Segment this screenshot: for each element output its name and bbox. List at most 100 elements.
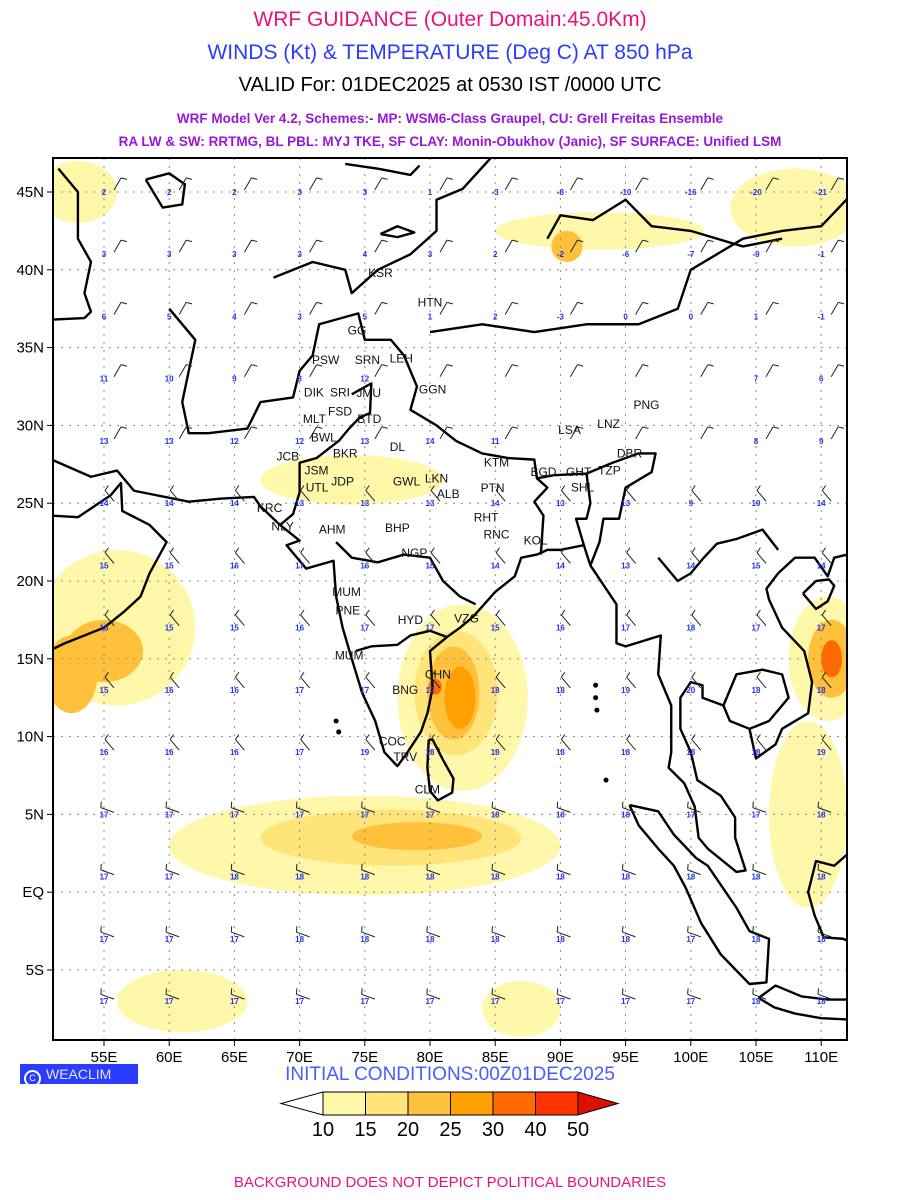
wind-barb [830, 177, 839, 191]
wind-area-south-ocean-west [117, 970, 248, 1033]
temperature-value: 12 [295, 437, 304, 446]
temperature-value: 18 [426, 935, 435, 944]
wind-barb [426, 807, 441, 813]
temperature-value: 1 [428, 188, 433, 197]
wind-barb [361, 993, 375, 1000]
station-label: BGD [530, 465, 556, 479]
wind-barb [491, 869, 506, 876]
wind-barb [569, 364, 578, 377]
temperature-value: 14 [556, 561, 565, 570]
temperature-value: 17 [426, 686, 435, 695]
colorbar-label: 50 [567, 1119, 589, 1141]
wind-barb-feather [626, 485, 631, 491]
wind-barb [365, 614, 376, 627]
latitude-axis: 45N 40N 35N 30N 25N 20N 15N 10N 5N EQ 5S [16, 184, 53, 979]
wind-barb [765, 177, 774, 191]
wind-barb-feather [495, 671, 501, 678]
wind-barb [243, 364, 252, 377]
wind-barb [361, 931, 375, 938]
temperature-value: 18 [817, 810, 826, 819]
lon-label: 85E [482, 1049, 509, 1066]
temperature-value: 13 [621, 561, 630, 570]
wind-barb-feather [365, 485, 370, 491]
temperature-value: 14 [230, 499, 239, 508]
coastline [355, 629, 448, 653]
logo-text: WEACLIM [46, 1066, 112, 1082]
station-label: PNG [633, 398, 659, 412]
temperature-value: 15 [230, 624, 239, 633]
temperature-value: 3 [428, 250, 433, 259]
temperature-value: 3 [232, 250, 237, 259]
temperature-value: 2 [493, 312, 498, 321]
station-label: VZG [454, 611, 479, 625]
temperature-value: 15 [165, 561, 174, 570]
temperature-value: 13 [165, 437, 174, 446]
wind-barb [756, 552, 767, 564]
wind-barb [830, 364, 839, 377]
station-label: GWL [393, 474, 421, 488]
temperature-value: 10 [165, 375, 174, 384]
coastline [657, 528, 780, 583]
wind-barb [169, 490, 180, 502]
wind-barb-feather [756, 609, 761, 616]
temperature-value: 18 [752, 997, 761, 1006]
temperature-value: 15 [752, 561, 761, 570]
wind-barb [296, 993, 310, 1000]
wind-barb-feather [707, 239, 714, 243]
temperature-value: 17 [621, 624, 630, 633]
wind-barb [100, 869, 115, 876]
temperature-value: 17 [295, 748, 304, 757]
wind-barb [504, 239, 513, 253]
station-label: MUM [332, 585, 361, 599]
temperature-value: 17 [100, 810, 109, 819]
island [594, 707, 600, 713]
wind-barb [561, 490, 571, 502]
wind-barb [569, 177, 578, 191]
wind-barb-feather [642, 426, 649, 429]
temperature-value: -10 [620, 188, 632, 197]
copyright-icon: C [24, 1070, 41, 1087]
wind-barb [626, 490, 636, 502]
temperature-value: 13 [295, 499, 304, 508]
wind-barb-feather [186, 364, 193, 367]
wind-barb-feather [838, 177, 845, 180]
wind-barb [113, 239, 122, 253]
wind-barb [169, 676, 180, 689]
wind-barb [361, 807, 375, 813]
station-label: MLT [303, 412, 327, 426]
map-frame [52, 157, 848, 1041]
wind-barb-feather [430, 671, 435, 678]
lat-label: 5S [26, 962, 44, 979]
wind-barb-feather [365, 609, 370, 616]
colorbar-label: 40 [524, 1119, 546, 1141]
wind-area-bay-of-bengal-25 [444, 666, 476, 729]
wind-barb [439, 302, 448, 315]
wind-barb [821, 676, 832, 689]
wind-barb-feather [821, 734, 827, 740]
wind-barb [830, 426, 839, 440]
wind-barb-feather [430, 485, 435, 491]
wind-barb-feather [300, 485, 305, 491]
coastline [806, 852, 847, 942]
coastline [53, 481, 168, 651]
temperature-value: 10 [752, 499, 761, 508]
lon-label: 110E [804, 1049, 838, 1066]
wind-barb-feather [560, 671, 566, 678]
wind-barb-feather [104, 547, 109, 553]
station-label: BWL [311, 431, 337, 445]
station-label: RNC [484, 527, 510, 541]
wind-barb-feather [316, 364, 323, 367]
temperature-value: -20 [750, 188, 762, 197]
lat-label: 40N [16, 262, 44, 279]
temperature-value: 18 [556, 873, 565, 882]
temperature-value: 16 [556, 624, 565, 633]
colorbar-label: 10 [312, 1119, 334, 1141]
wind-barb [300, 552, 310, 564]
wind-barb [504, 177, 513, 191]
temperature-value: 18 [491, 748, 500, 757]
station-label: LEH [390, 351, 413, 365]
wind-barb [691, 552, 702, 564]
temperature-value: 8 [754, 437, 759, 446]
temperature-value: 17 [230, 810, 239, 819]
wind-barb [100, 931, 115, 938]
